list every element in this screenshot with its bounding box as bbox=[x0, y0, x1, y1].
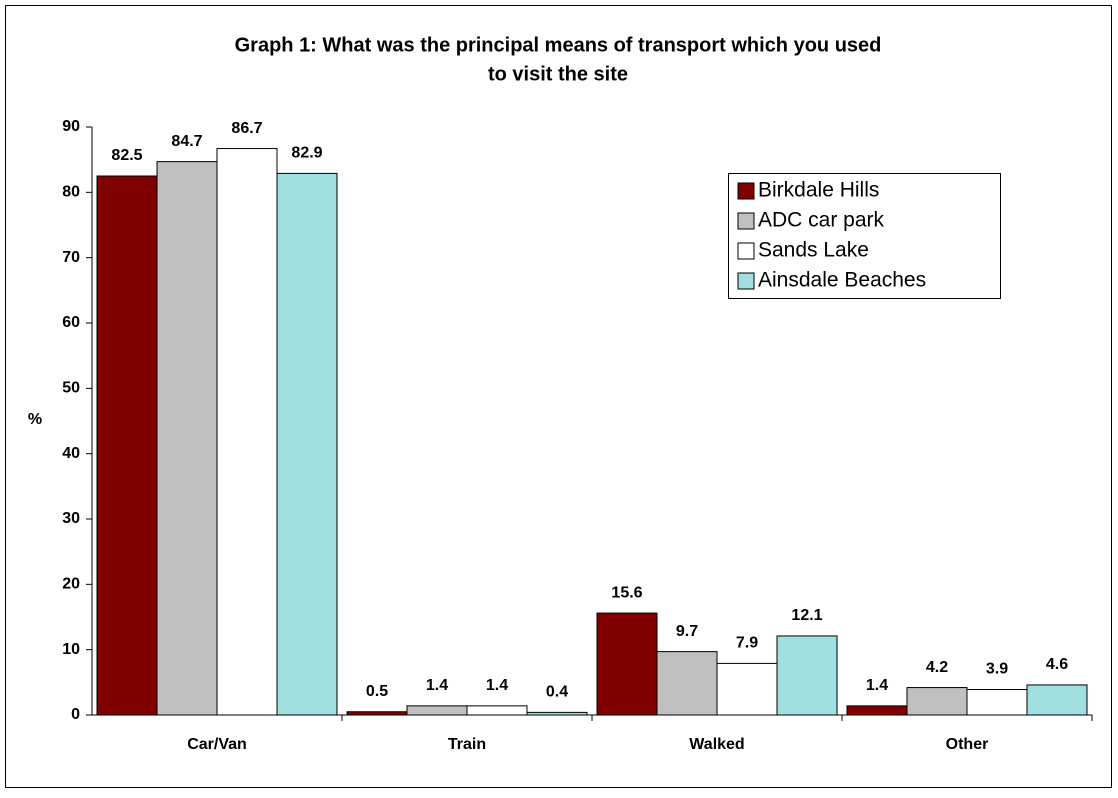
data-label: 0.5 bbox=[366, 683, 388, 700]
legend-label: Birkdale Hills bbox=[758, 179, 879, 202]
legend-swatch bbox=[737, 242, 755, 260]
bar bbox=[276, 172, 338, 716]
data-label: 86.7 bbox=[231, 120, 262, 137]
data-label: 0.4 bbox=[546, 684, 568, 701]
y-tick-label: 0 bbox=[71, 706, 80, 723]
bar bbox=[466, 705, 528, 716]
legend-label: ADC car park bbox=[758, 209, 885, 232]
x-tick-label: Car/Van bbox=[187, 736, 247, 753]
bar bbox=[156, 161, 218, 716]
data-label: 9.7 bbox=[676, 623, 698, 640]
bar bbox=[216, 148, 278, 716]
data-label: 7.9 bbox=[736, 635, 758, 652]
data-label: 1.4 bbox=[426, 677, 448, 694]
y-tick-label: 70 bbox=[62, 249, 80, 266]
legend-label: Sands Lake bbox=[758, 239, 869, 262]
bar bbox=[406, 705, 468, 716]
y-tick-label: 80 bbox=[62, 184, 80, 201]
x-tick-label: Walked bbox=[689, 736, 744, 753]
y-tick-label: 50 bbox=[62, 380, 80, 397]
data-label: 1.4 bbox=[486, 677, 508, 694]
y-tick-label: 10 bbox=[62, 641, 80, 658]
data-label: 3.9 bbox=[986, 661, 1008, 678]
legend-swatch bbox=[737, 272, 755, 290]
y-tick-label: 90 bbox=[62, 118, 80, 135]
chart-title: Graph 1: What was the principal means of… bbox=[235, 34, 882, 56]
bar bbox=[846, 705, 908, 716]
data-label: 4.2 bbox=[926, 659, 948, 676]
y-tick-label: 40 bbox=[62, 445, 80, 462]
legend-swatch bbox=[737, 212, 755, 230]
legend-box bbox=[728, 173, 1001, 299]
bar bbox=[96, 175, 158, 716]
legend-label: Ainsdale Beaches bbox=[758, 269, 926, 292]
data-label: 15.6 bbox=[611, 584, 642, 601]
legend-swatch bbox=[737, 182, 755, 200]
x-tick-label: Train bbox=[448, 736, 486, 753]
data-label: 82.5 bbox=[111, 147, 142, 164]
bar bbox=[596, 612, 658, 716]
bar bbox=[776, 635, 838, 716]
data-label: 1.4 bbox=[866, 677, 888, 694]
y-tick-label: 30 bbox=[62, 510, 80, 527]
data-label: 82.9 bbox=[291, 145, 322, 162]
bar bbox=[656, 651, 718, 716]
bar bbox=[906, 687, 968, 716]
y-tick-label: 60 bbox=[62, 314, 80, 331]
chart-title: to visit the site bbox=[488, 63, 628, 85]
data-label: 84.7 bbox=[171, 133, 202, 150]
x-tick-label: Other bbox=[946, 736, 989, 753]
bar bbox=[966, 689, 1028, 716]
data-label: 12.1 bbox=[791, 607, 822, 624]
bar bbox=[1026, 684, 1088, 716]
data-label: 4.6 bbox=[1046, 656, 1068, 673]
y-tick-label: 20 bbox=[62, 576, 80, 593]
bar bbox=[716, 662, 778, 716]
y-axis-label: % bbox=[28, 411, 42, 428]
